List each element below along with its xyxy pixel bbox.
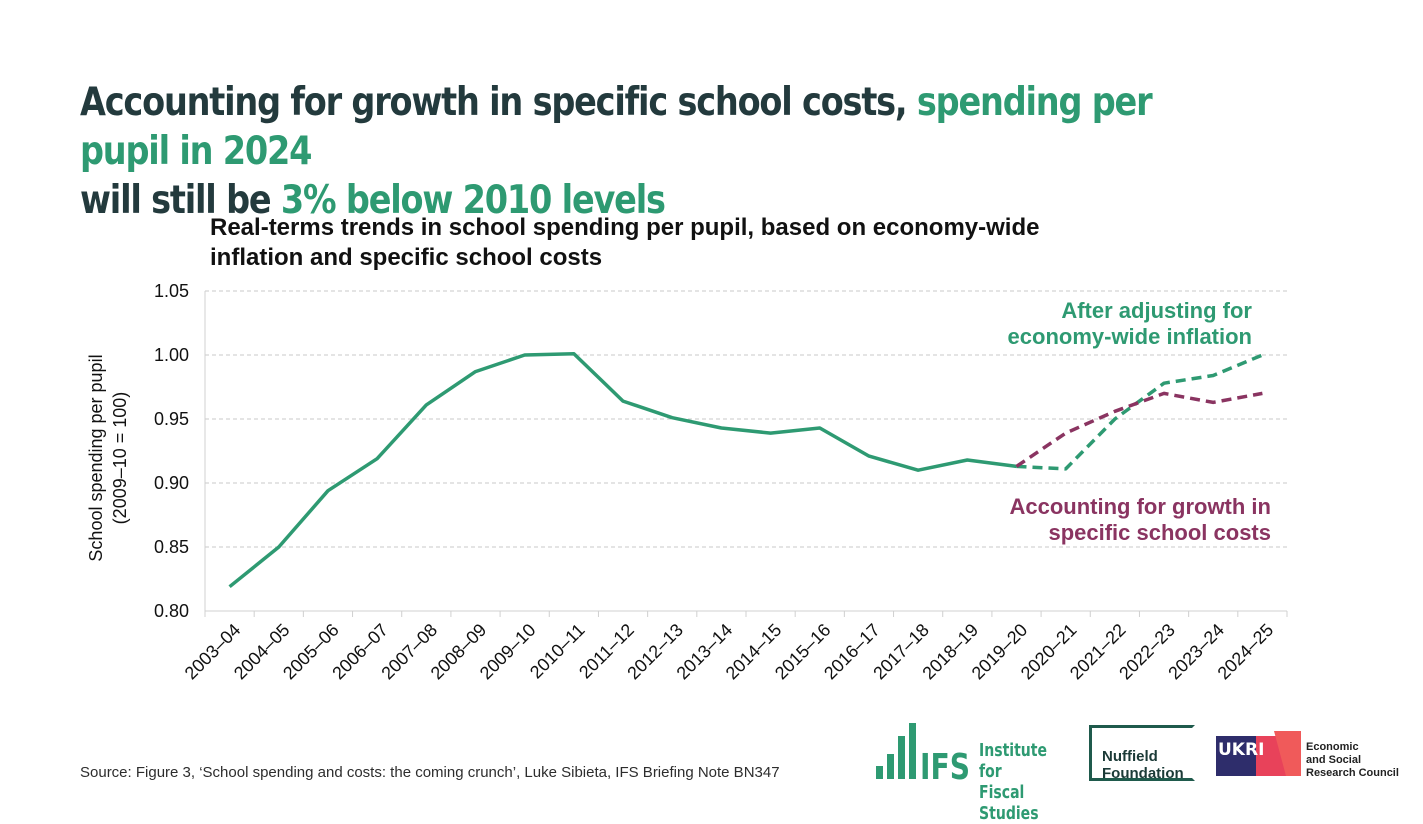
ukri-esrc-logo: UKRI Economic and Social Research Counci… [1216,731,1416,781]
ifs-wordmark: Institute for Fiscal Studies [979,740,1073,824]
annotation-plum-line-1: Accounting for growth in [1009,494,1271,519]
ifs-line-2: Fiscal Studies [979,782,1073,824]
ifs-line-1: Institute for [979,740,1073,782]
y-tick-label: 0.95 [154,409,189,429]
y-tick-label: 1.00 [154,345,189,365]
y-axis-label-line-1: School spending per pupil [86,354,106,561]
annotation-green-line-1: After adjusting for [1061,298,1252,323]
series-line-1 [230,354,1017,587]
esrc-wordmark: Economic and Social Research Council [1306,741,1416,780]
series-line-3 [1017,393,1263,466]
nuffield-line-2: Foundation [1102,765,1184,782]
ifs-logo: IFS Institute for Fiscal Studies [874,720,1074,782]
annotation-plum-line-2: specific school costs [1048,520,1271,545]
ifs-mark: IFS [920,747,970,782]
esrc-line-2: and Social [1306,754,1416,767]
source-note: Source: Figure 3, ‘School spending and c… [80,764,780,781]
y-tick-label: 1.05 [154,281,189,301]
line-chart: 0.800.850.900.951.001.052003–042004–0520… [0,0,1423,800]
ifs-bars-icon: IFS [874,720,974,782]
series-line-2 [1017,355,1263,469]
y-tick-label: 0.90 [154,473,189,493]
nuffield-line-1: Nuffield [1102,748,1184,765]
ukri-mark-icon: UKRI [1216,731,1304,781]
ukri-mark: UKRI [1218,740,1264,760]
y-tick-label: 0.80 [154,601,189,621]
y-axis-label-line-2: (2009–10 = 100) [110,392,130,525]
y-tick-label: 0.85 [154,537,189,557]
esrc-line-3: Research Council [1306,767,1416,780]
annotation-green-line-2: economy-wide inflation [1008,324,1252,349]
nuffield-logo: Nuffield Foundation [1089,725,1195,781]
esrc-line-1: Economic [1306,741,1416,754]
